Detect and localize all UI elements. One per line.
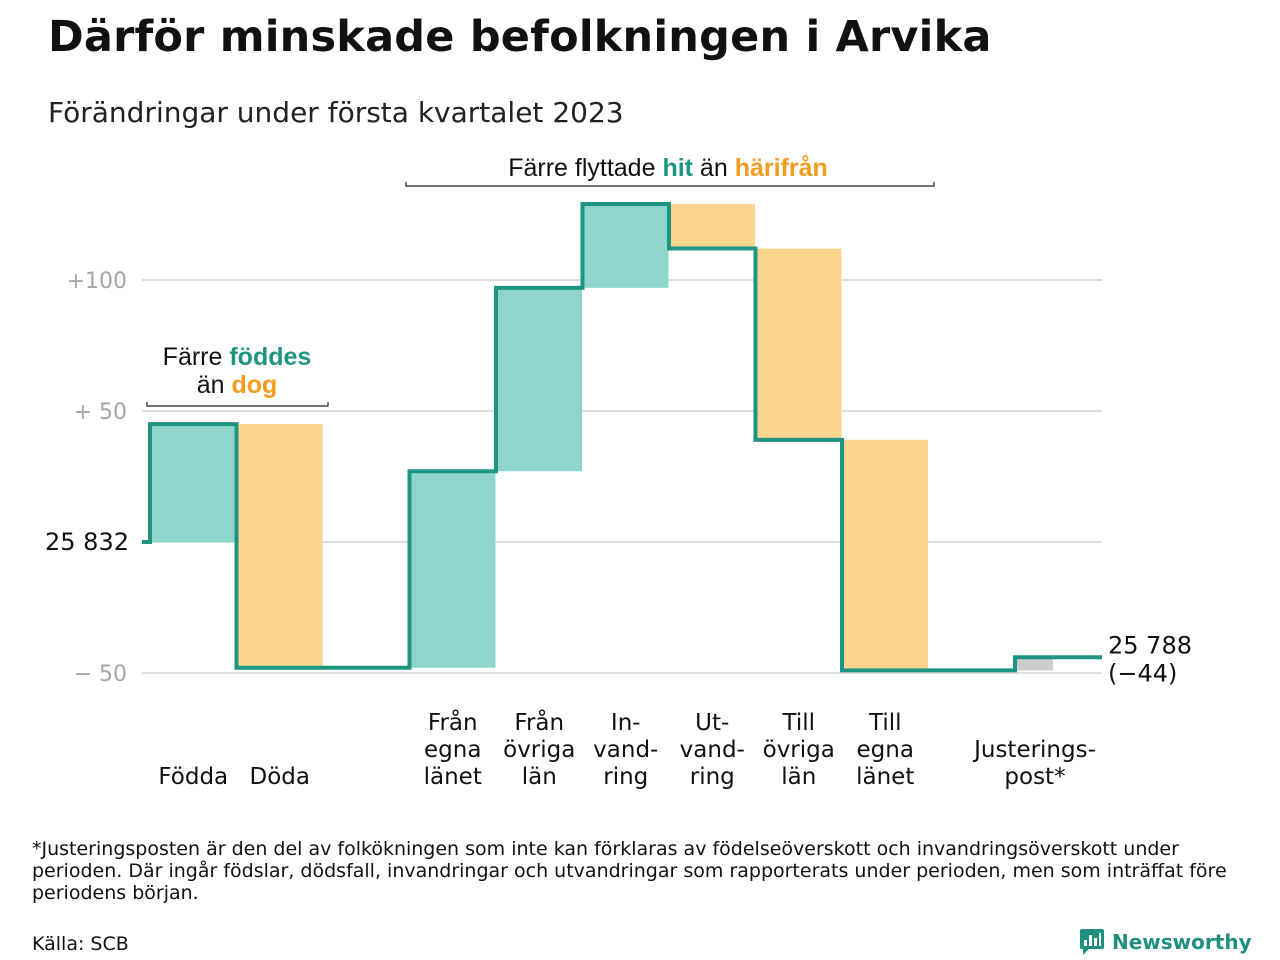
- category-label-line: Ut-: [695, 710, 729, 736]
- footnote: *Justeringsposten är den del av folkökni…: [32, 838, 1227, 904]
- source-note: Källa: SCB: [32, 933, 129, 955]
- y-tick-label: + 50: [74, 400, 127, 425]
- category-label: Från övriga län: [503, 708, 575, 790]
- category-label-line: Justerings-: [972, 737, 1096, 763]
- category-label-line: vand-: [680, 737, 745, 763]
- chart-title: Därför minskade befolkningen i Arvika: [48, 12, 992, 62]
- annotation-text: härifrån: [735, 154, 828, 182]
- category-label-line: länet: [424, 764, 482, 790]
- category-label-line: vand-: [593, 737, 658, 763]
- bar: [755, 248, 842, 440]
- bar: [669, 204, 755, 249]
- brand-logo: Newsworthy: [1080, 929, 1252, 955]
- category-label: Till egna länet: [856, 710, 914, 790]
- category-label-line: ring: [603, 764, 648, 790]
- annotation-text: Färre: [163, 343, 230, 371]
- category-label-line: Från: [514, 708, 564, 736]
- y-tick-label: − 50: [74, 662, 127, 687]
- chart-subtitle: Förändringar under första kvartalet 2023: [48, 96, 624, 129]
- category-label-line: Till: [781, 710, 815, 736]
- category-label: Från egna länet: [424, 708, 482, 790]
- bar: [1015, 657, 1053, 671]
- bar: [496, 287, 582, 472]
- category-label: Ut-vand-ring: [680, 710, 745, 790]
- category-label-line: länet: [856, 764, 914, 790]
- annotation-births-bracket: [146, 402, 329, 407]
- category-label-line: post*: [1004, 764, 1065, 790]
- category-label: Döda: [250, 764, 310, 790]
- bar: [150, 424, 236, 542]
- category-label-line: Till: [868, 710, 902, 736]
- start-value-label: 25 832: [45, 528, 129, 556]
- annotation-text: hit: [662, 154, 693, 182]
- annotation-births: Färre föddes än dog: [163, 343, 312, 399]
- annotation-moves: Färre flyttade hit än härifrån: [508, 154, 828, 182]
- annotation-text: dog: [231, 371, 277, 399]
- bar: [409, 471, 496, 668]
- annotation-text: föddes: [229, 343, 311, 371]
- category-label-line: Födda: [158, 764, 228, 790]
- end-value-label: 25 788: [1108, 631, 1192, 659]
- end-change-label: (−44): [1108, 659, 1177, 687]
- running-total-line: [142, 202, 1102, 673]
- category-label: Justerings-post*: [972, 737, 1096, 790]
- category-label-line: övriga: [763, 737, 835, 763]
- y-tick-label: +100: [67, 269, 127, 294]
- category-label-line: egna: [857, 737, 914, 763]
- category-label-line: Från: [428, 708, 478, 736]
- category-label: Till övriga län: [763, 710, 835, 790]
- category-label: In-vand-ring: [593, 710, 658, 790]
- newsworthy-logo-icon: [1080, 929, 1104, 955]
- category-label-line: egna: [424, 737, 481, 763]
- category-label-line: In-: [611, 710, 641, 736]
- category-label-line: Döda: [250, 764, 310, 790]
- annotation-text: än: [693, 154, 735, 182]
- brand-name: Newsworthy: [1112, 930, 1252, 954]
- bar: [236, 424, 323, 668]
- category-label-line: övriga: [503, 737, 575, 763]
- category-label-line: län: [522, 764, 557, 790]
- category-label: Födda: [158, 764, 228, 790]
- annotation-text: Färre flyttade: [508, 154, 662, 182]
- annotation-text: än: [197, 371, 232, 399]
- bar: [842, 439, 928, 671]
- annotation-moves-bracket: [405, 182, 935, 187]
- bar: [582, 204, 669, 288]
- category-label-line: ring: [690, 764, 735, 790]
- category-label-line: län: [781, 764, 816, 790]
